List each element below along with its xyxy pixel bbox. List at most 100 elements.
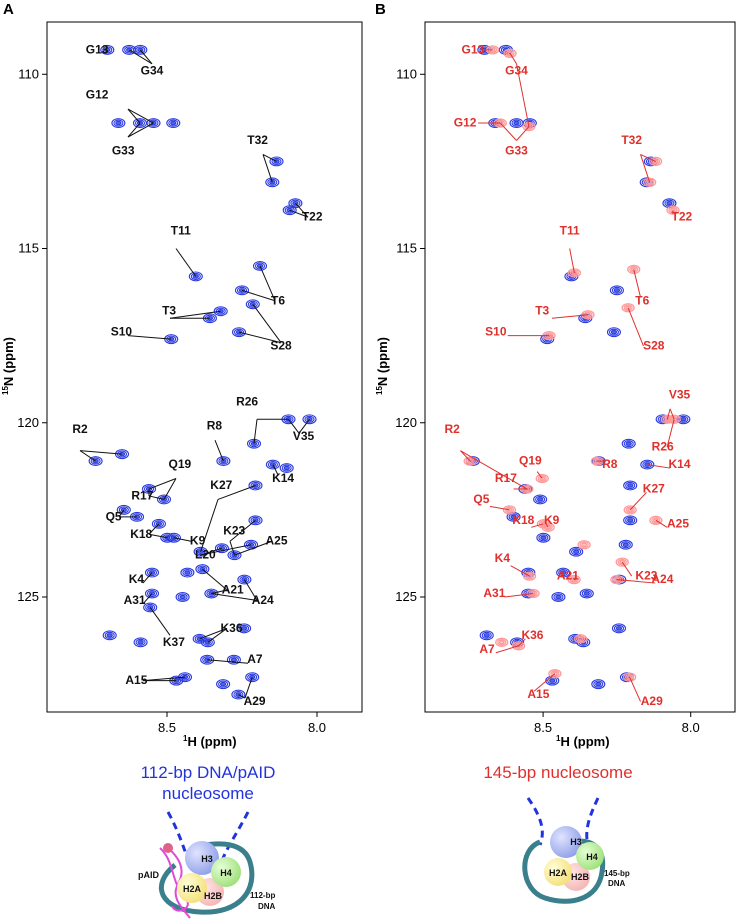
panel-a-peak-label-k36: K36	[220, 621, 242, 635]
panel-b-leader-line	[516, 126, 530, 141]
histone-h4-left	[211, 857, 241, 887]
panel-b-leader-line	[533, 673, 556, 692]
panel-b-leader-line	[629, 492, 647, 511]
panel-a-peak	[143, 602, 158, 613]
panel-a-leader-line	[289, 209, 309, 218]
panel-a-leader-line	[127, 335, 172, 340]
panel-a-peak-label-g13: G13	[86, 42, 109, 56]
panel-a-peak	[226, 654, 241, 665]
panel-a-peak-label-q19: Q19	[169, 457, 192, 471]
panel-a-leader-line	[163, 478, 177, 500]
panel-a-leader-line	[207, 659, 249, 664]
histone-h4-label-left: H4	[220, 868, 232, 878]
histone-h3-left	[185, 841, 219, 875]
right-nucleosome-diagram: 145-bp nucleosome H3 H4 H2A H2B 145-bp D…	[483, 763, 633, 904]
left-diagram-caption-line2: nucleosome	[162, 784, 254, 803]
panel-b-peak-label-k14: K14	[668, 457, 690, 471]
panel-a-leader-line	[148, 533, 168, 539]
panel-a-leader-line	[211, 589, 228, 595]
panel-b-peak-label-t32: T32	[621, 133, 642, 147]
right-diagram-caption: 145-bp nucleosome	[483, 763, 632, 782]
panel-b-leader-line	[460, 450, 471, 462]
panel-a-peak	[102, 630, 117, 641]
histone-h2a-label-left: H2A	[183, 884, 202, 894]
panel-a-leader-line	[173, 537, 192, 542]
panel-a-peak	[151, 518, 166, 529]
panel-a-peak-label-k27: K27	[210, 478, 232, 492]
panel-a-peak-label-k37: K37	[163, 635, 185, 649]
panel-a-y-axis-label: 15N (ppm)	[1, 337, 16, 395]
panel-b-leader-line	[621, 561, 633, 577]
panel-b-leader-line	[640, 154, 651, 183]
panel-b-peak-145bp	[522, 571, 537, 581]
panel-b-peak-112bp	[551, 592, 566, 602]
panel-a-leader-line	[79, 450, 123, 455]
panel-b-peak-label-r2: R2	[444, 422, 460, 436]
panel-b-leader-line	[666, 419, 675, 448]
panel-b-peak-label-t3: T3	[535, 304, 549, 318]
panel-b-peak-label-s10: S10	[485, 325, 507, 339]
panel-b-peak-label-q5: Q5	[473, 492, 489, 506]
panel-a-leader-line	[234, 540, 273, 556]
pAID-label: pAID	[138, 870, 159, 880]
panel-b-peak-label-a7: A7	[479, 642, 495, 656]
histone-h2b-label-right: H2B	[571, 872, 590, 882]
panel-a-leader-line	[148, 495, 165, 500]
left-dna-length-label-line1: 112-bp	[250, 891, 275, 900]
panel-a-peak-labels: G13 G34 G12 G33 T32 T22 T11 T6 T3 S10 S28 R26 R8 V35 R…	[72, 42, 323, 708]
panel-b-peak-label-t6: T6	[635, 293, 649, 307]
panel-a-leader-line	[199, 627, 228, 640]
panel-a-peak-label-a31: A31	[124, 593, 146, 607]
panel-a-leader-line	[127, 122, 141, 138]
panel-b-peak-label-r8: R8	[602, 457, 618, 471]
panel-a-peak-label-r2: R2	[72, 422, 88, 436]
pAID-bead	[163, 843, 173, 853]
panel-b-peak-label-a29: A29	[641, 694, 663, 708]
panel-a-frame	[46, 21, 363, 713]
panel-b-peak-label-a25: A25	[667, 516, 689, 530]
panel-a-leader-line	[298, 418, 310, 434]
panel-b-peak-label-k36: K36	[521, 628, 543, 642]
panel-b-peak-112bp	[606, 327, 622, 338]
panel-b-y-axis-label: 15N (ppm)	[375, 337, 390, 395]
panel-b-ticks: 8.5 8.0 110 115 120 125	[395, 66, 699, 735]
panel-b-peak-labels: G13 G34 G12 G33 T32 T22 T11 T6 T3 S10 S28 V35 R2 R26 Q…	[444, 42, 692, 708]
panel-b-peak-label-t22: T22	[672, 210, 693, 224]
panel-a-peak	[188, 271, 203, 282]
panel-a-peak-label-t3: T3	[162, 304, 176, 318]
panel-b-leader-line	[499, 122, 517, 141]
panel-b-peak-112bp	[618, 539, 633, 550]
panel-b-leader-line	[551, 314, 589, 319]
panel-b-letter: B	[375, 1, 386, 18]
panel-b-peak-145bp	[623, 505, 637, 515]
panel-b-peak-label-g13: G13	[461, 42, 484, 56]
panel-b-peak-label-v35: V35	[669, 387, 691, 401]
panel-a-leader-line	[175, 248, 197, 277]
panel-a-leader-line	[127, 108, 141, 124]
panel-a-y-tick-label: 120	[17, 415, 39, 430]
histone-h2a-label-right: H2A	[549, 868, 568, 878]
panel-a-peak	[245, 299, 260, 310]
panel-b-x-tick-label: 8.5	[534, 720, 552, 735]
panel-b-peak-label-k9: K9	[544, 513, 560, 527]
panel-b-peak-145bp	[577, 540, 591, 550]
panel-a-ticks: 8.5 8.0 110 115 120 125	[17, 66, 326, 735]
panel-a-peak	[237, 574, 252, 585]
panel-a-peak	[265, 459, 280, 470]
panel-b-leader-line	[640, 153, 656, 162]
histone-h2a-left	[177, 873, 207, 903]
panel-a-leader-line	[244, 676, 253, 699]
panel-a-peak-label-r26: R26	[236, 394, 258, 408]
panel-b-leader-line	[627, 307, 644, 347]
panel-a-leaders	[79, 49, 310, 699]
panel-a-peak-label-g33: G33	[112, 143, 135, 157]
panel-a-peak	[216, 679, 231, 690]
panel-a-peak	[248, 480, 263, 491]
panel-b-peak-112bp	[556, 567, 571, 578]
histone-h3-label-right: H3	[570, 837, 582, 847]
panel-a-leader-line	[229, 541, 235, 556]
panel-b-leader-line	[616, 579, 656, 584]
panel-a-peak	[279, 463, 294, 474]
panel-a-leader-line	[288, 418, 300, 434]
panel-a-leader-line	[217, 485, 256, 500]
